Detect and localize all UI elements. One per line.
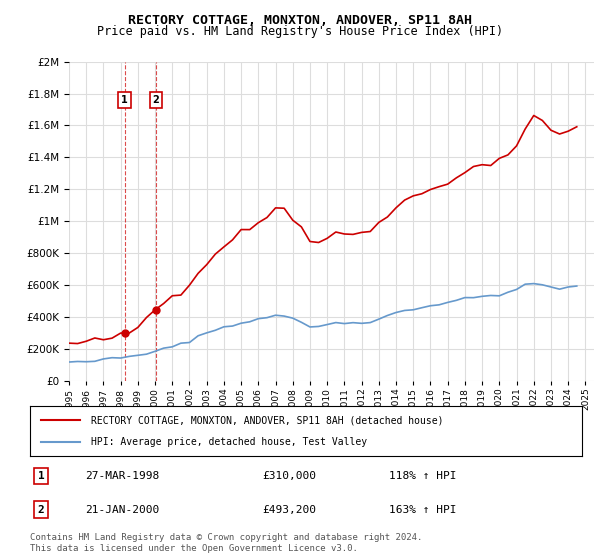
Text: £493,200: £493,200 xyxy=(262,505,316,515)
Text: RECTORY COTTAGE, MONXTON, ANDOVER, SP11 8AH: RECTORY COTTAGE, MONXTON, ANDOVER, SP11 … xyxy=(128,14,472,27)
Text: 163% ↑ HPI: 163% ↑ HPI xyxy=(389,505,457,515)
Text: Contains HM Land Registry data © Crown copyright and database right 2024.
This d: Contains HM Land Registry data © Crown c… xyxy=(30,533,422,553)
Text: 21-JAN-2000: 21-JAN-2000 xyxy=(85,505,160,515)
Text: 27-MAR-1998: 27-MAR-1998 xyxy=(85,471,160,481)
Text: HPI: Average price, detached house, Test Valley: HPI: Average price, detached house, Test… xyxy=(91,437,367,447)
Text: 118% ↑ HPI: 118% ↑ HPI xyxy=(389,471,457,481)
Text: RECTORY COTTAGE, MONXTON, ANDOVER, SP11 8AH (detached house): RECTORY COTTAGE, MONXTON, ANDOVER, SP11 … xyxy=(91,415,443,425)
Text: 2: 2 xyxy=(152,95,160,105)
Text: 1: 1 xyxy=(38,471,44,481)
Text: £310,000: £310,000 xyxy=(262,471,316,481)
Text: Price paid vs. HM Land Registry's House Price Index (HPI): Price paid vs. HM Land Registry's House … xyxy=(97,25,503,38)
Text: 1: 1 xyxy=(121,95,128,105)
Text: 2: 2 xyxy=(38,505,44,515)
